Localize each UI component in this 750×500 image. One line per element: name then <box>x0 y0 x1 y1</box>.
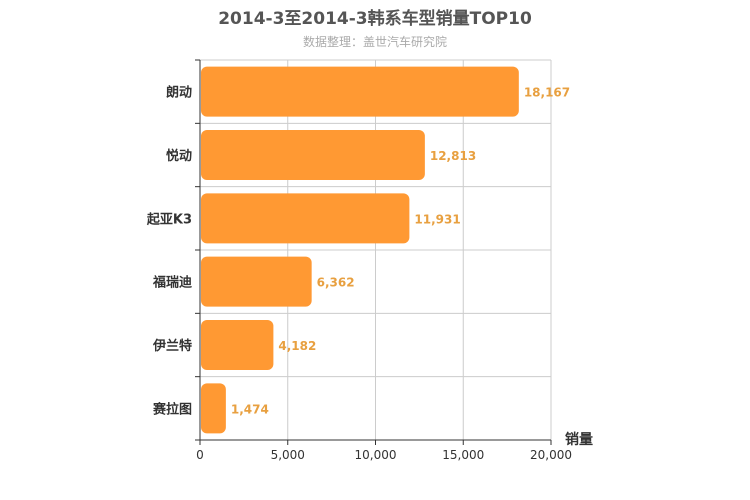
category-label: 赛拉图 <box>152 401 192 417</box>
bar <box>201 130 425 180</box>
category-label: 福瑞迪 <box>152 275 192 291</box>
x-tick-label: 20,000 <box>530 448 572 462</box>
x-axis-title: 销量 <box>565 431 593 448</box>
data-label: 12,813 <box>430 149 476 163</box>
x-tick-label: 0 <box>196 448 204 462</box>
x-tick-label: 10,000 <box>355 448 397 462</box>
x-tick-label: 5,000 <box>271 448 305 462</box>
bar <box>201 66 519 117</box>
bar <box>201 256 312 307</box>
data-label: 4,182 <box>278 339 316 353</box>
chart-subtitle: 数据整理：盖世汽车研究院 <box>302 35 447 49</box>
category-label: 伊兰特 <box>152 338 192 354</box>
data-label: 6,362 <box>317 276 355 290</box>
data-label: 11,931 <box>414 212 460 226</box>
x-tick-label: 15,000 <box>442 448 484 462</box>
bar <box>201 383 226 434</box>
chart-title: 2014-3至2014-3韩系车型销量TOP10 <box>218 9 532 29</box>
bar <box>201 320 274 370</box>
category-label: 起亚K3 <box>146 211 192 227</box>
category-label: 悦动 <box>166 148 192 164</box>
data-label: 18,167 <box>524 86 570 100</box>
bar <box>201 193 410 244</box>
category-label: 朗动 <box>166 85 192 101</box>
data-label: 1,474 <box>231 402 269 416</box>
